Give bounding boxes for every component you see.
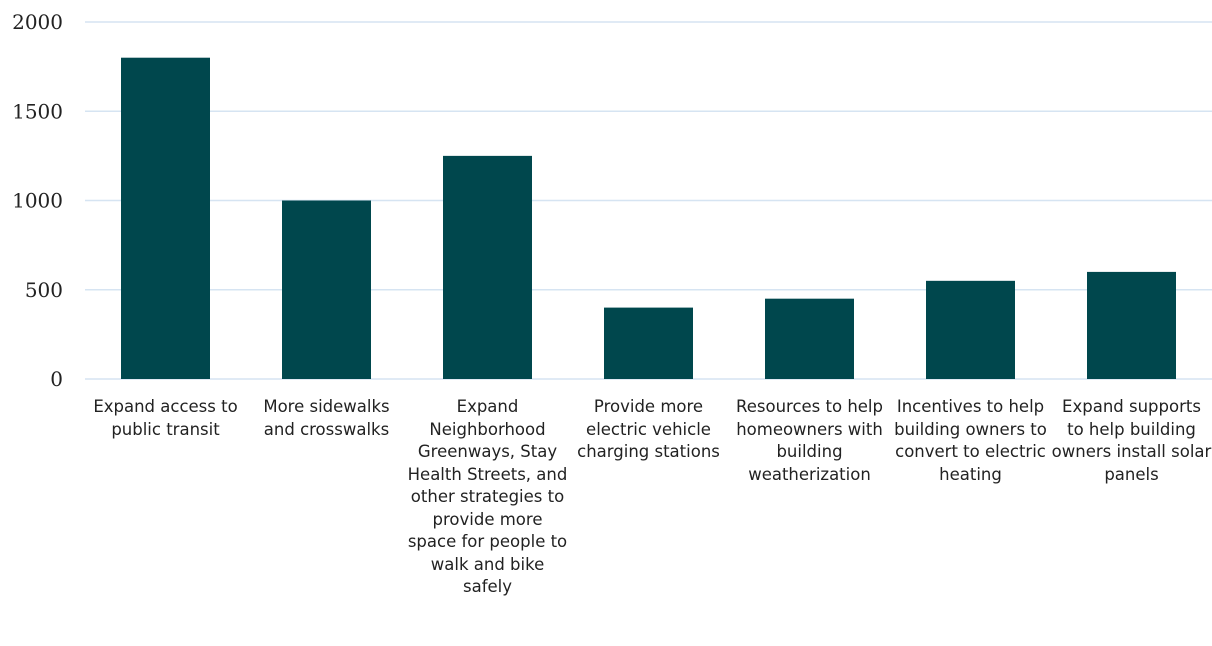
x-tick-label: Expand access to public transit [93, 397, 238, 439]
y-tick-label: 1500 [12, 99, 63, 123]
bar [443, 155, 532, 379]
y-tick-label: 0 [50, 367, 63, 391]
gridlines [85, 21, 1212, 380]
bar [1087, 271, 1176, 379]
bar [121, 57, 210, 379]
y-tick-label: 2000 [12, 10, 63, 34]
bars [121, 57, 1176, 379]
bar [604, 307, 693, 379]
x-tick-label: Provide more electric vehicle charging s… [577, 397, 720, 461]
y-tick-label: 500 [25, 278, 63, 302]
x-tick-label: Resources to help homeowners with buildi… [736, 397, 883, 484]
x-tick-label: More sidewalks and crosswalks [263, 397, 390, 439]
x-tick-label: Expand Neighborhood Greenways, Stay Heal… [407, 397, 568, 596]
x-tick-label: Expand supports to help building owners … [1051, 397, 1212, 484]
bar [282, 200, 371, 379]
bar [926, 280, 1015, 379]
y-axis-ticks: 0 500 1000 1500 2000 [12, 10, 63, 391]
bar [765, 298, 854, 379]
y-tick-label: 1000 [12, 189, 63, 213]
x-tick-label: Incentives to help building owners to co… [894, 397, 1047, 484]
